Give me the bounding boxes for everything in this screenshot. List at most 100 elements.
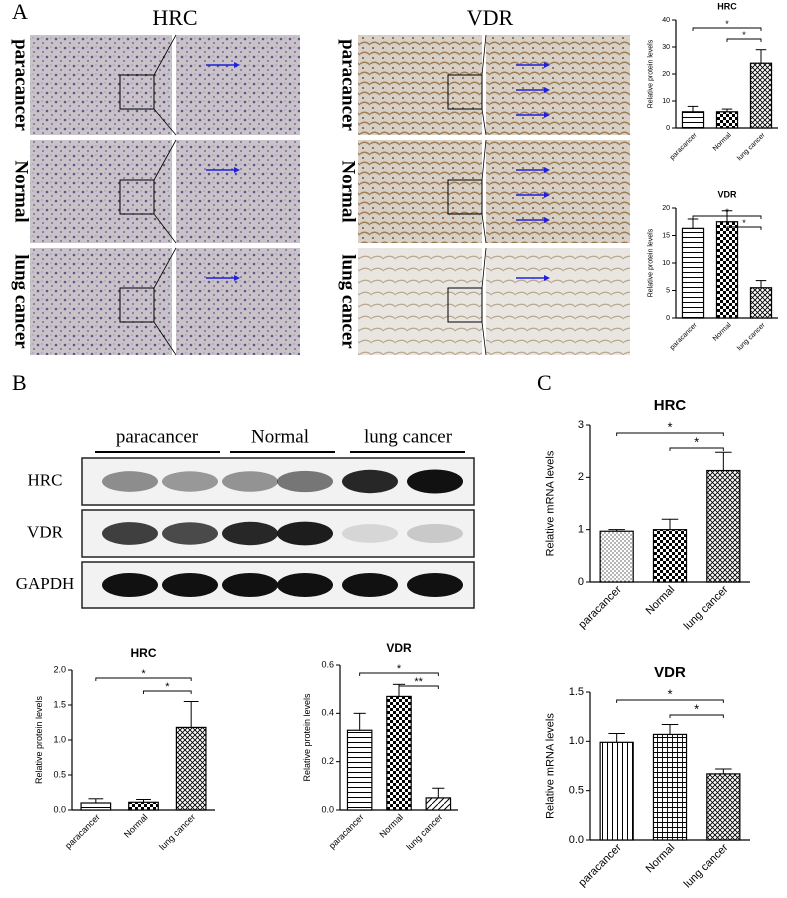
blot-band bbox=[407, 523, 463, 544]
x-tick-label: Normal bbox=[644, 842, 678, 876]
y-tick-label: 0.5 bbox=[569, 785, 584, 797]
significance-label: * bbox=[725, 19, 729, 29]
significance-label: * bbox=[165, 681, 170, 693]
bar bbox=[175, 726, 207, 811]
micrograph bbox=[30, 35, 172, 135]
zoom-box bbox=[447, 74, 483, 110]
blot-band bbox=[407, 573, 463, 597]
bar bbox=[749, 287, 773, 319]
x-tick-label: Normal bbox=[712, 321, 733, 342]
blot-band bbox=[222, 471, 278, 492]
micrograph-zoom bbox=[486, 35, 630, 135]
x-tick-label: lung cancer bbox=[682, 841, 731, 890]
significance-label: * bbox=[141, 668, 146, 680]
blot-band bbox=[407, 469, 463, 494]
blot-row-label: VDR bbox=[27, 522, 64, 541]
y-tick-label: 3 bbox=[578, 419, 584, 431]
blot-band bbox=[342, 469, 398, 494]
zoom-line bbox=[481, 213, 487, 244]
bar bbox=[386, 695, 412, 811]
x-tick-label: paracancer bbox=[63, 812, 102, 851]
blot-band bbox=[162, 522, 218, 545]
y-tick-label: 0 bbox=[666, 315, 670, 322]
significance-label: * bbox=[667, 686, 672, 701]
blot-row-label: GAPDH bbox=[16, 574, 75, 593]
significance-label: * bbox=[725, 207, 729, 217]
row-label: lung cancer bbox=[338, 254, 359, 349]
micrograph bbox=[30, 140, 172, 243]
zoom-box bbox=[119, 74, 155, 110]
y-tick-label: 0.0 bbox=[53, 804, 66, 814]
bar bbox=[715, 221, 739, 319]
x-tick-label: lung cancer bbox=[404, 812, 444, 852]
significance-bracket bbox=[669, 714, 724, 718]
blot-group: lung cancer bbox=[364, 426, 453, 447]
significance-bracket bbox=[692, 215, 762, 219]
row-label: paracancer bbox=[338, 39, 359, 131]
y-tick-label: 0.4 bbox=[321, 708, 334, 718]
blot-band bbox=[162, 471, 218, 492]
zoom-box bbox=[119, 179, 155, 215]
micrograph bbox=[358, 140, 482, 243]
bar bbox=[599, 741, 634, 841]
bar bbox=[749, 62, 773, 129]
blot-band bbox=[277, 521, 333, 546]
blot-row-label: HRC bbox=[28, 470, 63, 489]
x-tick-label: lung cancer bbox=[736, 321, 767, 352]
significance-bracket bbox=[669, 447, 724, 451]
bar bbox=[425, 797, 452, 811]
panel-label: C bbox=[537, 370, 552, 395]
row-label: Normal bbox=[338, 160, 359, 222]
significance-bracket bbox=[726, 38, 762, 42]
y-tick-label: 0.5 bbox=[53, 769, 66, 779]
bar bbox=[715, 111, 739, 129]
significance-label: * bbox=[694, 434, 699, 449]
zoom-line bbox=[153, 108, 177, 136]
significance-bracket bbox=[726, 226, 762, 230]
blot-band bbox=[102, 573, 158, 597]
y-tick-label: 0.0 bbox=[321, 804, 334, 814]
y-tick-label: 20 bbox=[662, 205, 670, 212]
arrow-head bbox=[544, 192, 550, 198]
arrow-head bbox=[544, 275, 550, 281]
blot-band bbox=[162, 573, 218, 597]
bar bbox=[652, 529, 688, 583]
arrow-head bbox=[544, 167, 550, 173]
y-tick-label: 40 bbox=[662, 17, 670, 24]
arrow-head bbox=[234, 167, 240, 173]
micrograph-zoom bbox=[176, 248, 300, 355]
y-tick-label: 0 bbox=[578, 576, 584, 588]
arrow-head bbox=[544, 62, 550, 68]
zoom-line bbox=[481, 247, 487, 289]
micrograph bbox=[30, 248, 172, 355]
bar bbox=[681, 111, 705, 129]
zoom-line bbox=[481, 34, 487, 76]
arrow-head bbox=[544, 217, 550, 223]
bar bbox=[681, 227, 705, 319]
significance-bracket bbox=[616, 432, 724, 436]
micrograph-zoom bbox=[486, 248, 630, 355]
y-tick-label: 1 bbox=[578, 524, 584, 536]
y-tick-label: 10 bbox=[662, 260, 670, 267]
x-tick-label: paracancer bbox=[669, 131, 699, 161]
significance-label: * bbox=[742, 30, 746, 40]
panel-label: A bbox=[12, 0, 28, 24]
zoom-line bbox=[153, 213, 177, 244]
significance-bracket bbox=[398, 685, 439, 689]
blot-band bbox=[277, 470, 333, 493]
y-tick-label: 1.0 bbox=[569, 735, 584, 747]
x-tick-label: lung cancer bbox=[736, 131, 767, 162]
y-tick-label: 20 bbox=[662, 71, 670, 78]
bar bbox=[652, 733, 688, 841]
zoom-line bbox=[153, 247, 177, 289]
significance-bracket bbox=[616, 699, 724, 703]
x-tick-label: Normal bbox=[644, 584, 678, 618]
chart-title: VDR bbox=[654, 664, 686, 681]
significance-label: * bbox=[667, 419, 672, 434]
x-tick-label: paracancer bbox=[576, 583, 624, 631]
y-tick-label: 1.5 bbox=[569, 686, 584, 698]
y-tick-label: 30 bbox=[662, 44, 670, 51]
chart-title: VDR bbox=[717, 189, 737, 199]
blot-band bbox=[222, 521, 278, 546]
